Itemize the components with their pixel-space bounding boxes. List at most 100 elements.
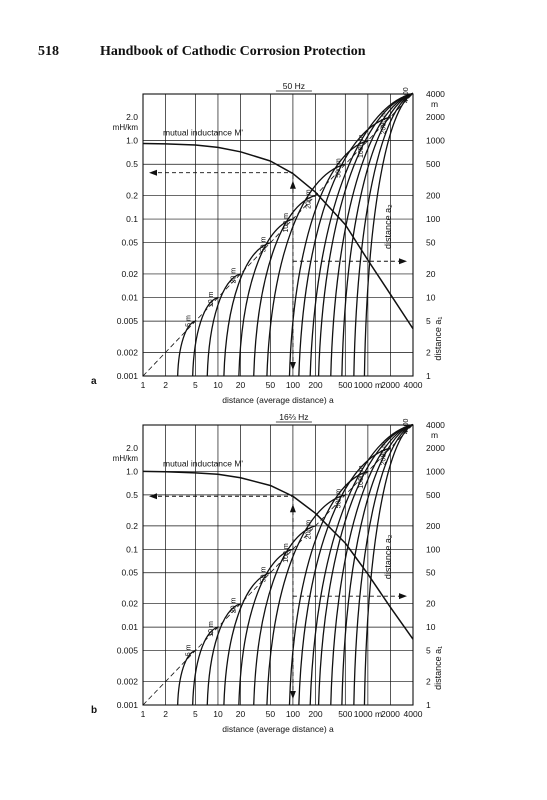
a1-curve xyxy=(253,194,316,377)
x-tick-label: 200 xyxy=(308,380,322,390)
right-tick-label: 10 xyxy=(426,293,436,303)
a1-curve xyxy=(309,92,414,377)
x-tick-label: 2000 xyxy=(381,709,400,719)
a1-curve xyxy=(238,548,294,706)
a2-curve-label: 20 m xyxy=(231,598,238,614)
x-tick-label: 50 xyxy=(266,380,276,390)
x-tick-label: 1 xyxy=(141,380,146,390)
x-axis-title: distance (average distance) a xyxy=(222,395,334,405)
right-tick-label: 5 xyxy=(426,316,431,326)
diagonal-reference-line xyxy=(142,424,414,706)
example-arrow-right xyxy=(399,593,407,600)
x-tick-label: 1000 m xyxy=(354,709,382,719)
example-arrow-up xyxy=(289,180,296,189)
y-tick-label: 0.2 xyxy=(126,190,138,200)
a1-curve xyxy=(266,494,346,706)
mutual-inductance-curve xyxy=(142,142,414,330)
right-tick-label: 20 xyxy=(426,269,436,279)
a1-curve xyxy=(341,423,414,706)
a1-curve xyxy=(266,163,346,377)
a1-curve xyxy=(353,92,414,377)
example-arrow-left xyxy=(149,169,157,176)
a2-curve-label: 5 m xyxy=(185,315,192,327)
y-tick-label: 0.005 xyxy=(117,316,139,326)
y-tick-label: 0.1 xyxy=(126,214,138,224)
y-tick-label: 0.5 xyxy=(126,159,138,169)
y-tick-label: 2.0 xyxy=(126,443,138,453)
x-tick-label: 2 xyxy=(163,709,168,719)
plot-frame xyxy=(142,424,414,706)
right-tick-label: 5 xyxy=(426,646,431,656)
y-tick-label: 1.0 xyxy=(126,136,138,146)
a1-curve xyxy=(317,423,414,706)
a1-curve xyxy=(363,92,414,377)
y-tick-label: 0.2 xyxy=(126,521,138,531)
y-tick-label: 0.02 xyxy=(121,599,138,609)
a2-curve-label: 4000 xyxy=(403,418,410,434)
a2-curve-label: 4000 xyxy=(403,87,410,103)
a1-curve xyxy=(223,572,271,706)
right-tick-label: 500 xyxy=(426,490,440,500)
plot-frame xyxy=(142,93,414,377)
right-tick-label-top: 2000 xyxy=(426,443,445,453)
a1-curve xyxy=(206,603,241,706)
a2-curve-label: 5 m xyxy=(185,644,192,656)
page-number: 518 xyxy=(38,44,59,59)
frequency-label: 50 Hz xyxy=(283,81,305,91)
a2-curve-label: 1000 m xyxy=(358,134,365,158)
example-arrow-left xyxy=(149,493,157,500)
y-tick-label: 0.001 xyxy=(117,371,139,381)
y-tick-label: 0.002 xyxy=(117,347,139,357)
a1-curve xyxy=(192,296,219,377)
a1-curve xyxy=(192,626,219,706)
right-tick-label: 100 xyxy=(426,214,440,224)
y-tick-label: 0.05 xyxy=(121,568,138,578)
right-axis-title: distance a₁ xyxy=(433,646,443,690)
right-tick-label: 50 xyxy=(426,238,436,248)
a2-curve-label: 10 m xyxy=(208,291,215,307)
a2-curve-label: 50 m xyxy=(260,567,267,583)
a1-curve xyxy=(288,470,369,706)
x-tick-label: 5 xyxy=(193,709,198,719)
a1-curve xyxy=(341,92,414,377)
page-header: 518 Handbook of Cathodic Corrosion Protec… xyxy=(38,44,366,60)
a1-curve xyxy=(206,273,241,377)
y-tick-label: 0.02 xyxy=(121,269,138,279)
a2-curve-label: 1000 m xyxy=(358,465,365,489)
x-tick-label: 500 xyxy=(338,709,352,719)
x-tick-label: 10 xyxy=(213,380,223,390)
a1-curve xyxy=(177,649,196,706)
example-arrow-right xyxy=(399,258,407,265)
right-tick-label: 1 xyxy=(426,700,431,710)
x-tick-label: 200 xyxy=(308,709,322,719)
y-tick-label: 2.0 xyxy=(126,112,138,122)
a2-curve-label: 100 m xyxy=(283,543,290,563)
x-tick-label: 20 xyxy=(236,709,246,719)
a1-curve xyxy=(330,423,414,706)
x-tick-label: 2 xyxy=(163,380,168,390)
a2-curve-label: 10 m xyxy=(208,621,215,637)
x-tick-label: 50 xyxy=(266,709,276,719)
curve-family-axis-title: distance a₂ xyxy=(383,534,393,579)
x-tick-label: 500 xyxy=(338,380,352,390)
a2-curve-label: 100 m xyxy=(283,213,290,233)
x-tick-label: 100 xyxy=(286,709,300,719)
x-tick-label: 10 xyxy=(213,709,223,719)
right-tick-label: 50 xyxy=(426,568,436,578)
a2-curve-label: 2000 m xyxy=(380,442,387,466)
y-tick-label: 0.002 xyxy=(117,677,139,687)
y-tick-label: 0.001 xyxy=(117,700,139,710)
right-axis-unit: m xyxy=(431,430,438,440)
y-tick-label: 0.1 xyxy=(126,544,138,554)
example-arrow-down xyxy=(289,691,296,699)
x-tick-label: 2000 xyxy=(381,380,400,390)
frequency-label: 16⅔ Hz xyxy=(279,412,308,422)
right-tick-label: 20 xyxy=(426,599,436,609)
a1-curve xyxy=(298,116,391,377)
diagonal-reference-line xyxy=(142,93,414,377)
y-tick-label: 0.05 xyxy=(121,238,138,248)
a1-curve xyxy=(288,139,369,377)
example-arrow-up xyxy=(289,504,296,513)
